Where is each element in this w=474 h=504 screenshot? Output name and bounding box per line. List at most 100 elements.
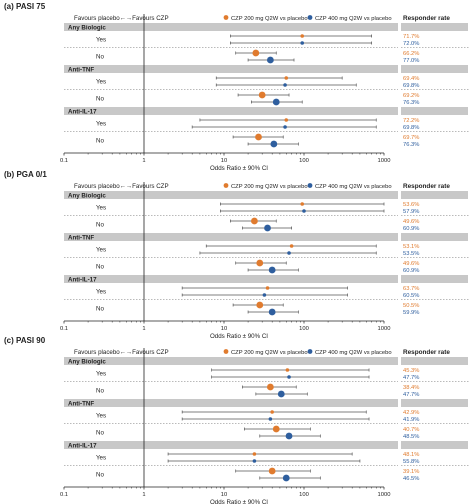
estimate-czp200: [284, 76, 289, 80]
responder-rate-czp400: 59.9%: [403, 310, 419, 316]
x-axis-label: Odds Ratio ± 90% CI: [210, 165, 268, 172]
group-label: Any Biologic: [68, 24, 106, 31]
estimate-czp200: [256, 301, 264, 309]
legend-czp200-label: CZP 200 mg Q2W vs placebo: [231, 350, 308, 356]
group-band: [64, 441, 398, 449]
row-label: No: [96, 306, 104, 313]
estimate-czp200: [289, 244, 294, 248]
estimate-czp200: [266, 383, 274, 391]
legend-czp400-marker: [307, 183, 313, 188]
estimate-czp400: [252, 459, 257, 463]
legend-czp200-marker: [223, 15, 229, 20]
estimate-czp200: [300, 34, 305, 38]
group-band-rate: [401, 275, 468, 283]
estimate-czp400: [268, 266, 276, 274]
legend-czp200-label: CZP 200 mg Q2W vs placebo: [231, 184, 308, 190]
x-tick-label: 1: [142, 158, 145, 164]
responder-rate-czp400: 76.3%: [403, 142, 419, 148]
favours-label: Favours placebo←→Favours CZP: [74, 15, 169, 22]
responder-rate-czp400: 69.8%: [403, 125, 419, 131]
estimate-czp200: [252, 452, 257, 456]
responder-rate-czp400: 69.8%: [403, 83, 419, 89]
group-band: [64, 107, 398, 115]
responder-rate-czp400: 77.0%: [403, 58, 419, 64]
legend-czp400-label: CZP 400 mg Q2W vs placebo: [315, 184, 392, 190]
group-band-rate: [401, 441, 468, 449]
responder-rate-header: Responder rate: [403, 15, 450, 22]
estimate-czp200: [255, 133, 262, 141]
estimate-czp400: [262, 293, 267, 297]
x-tick-label: 1000: [378, 326, 391, 332]
responder-rate-czp200: 53.1%: [403, 244, 419, 250]
group-label: Anti-TNF: [68, 400, 94, 407]
responder-rate-czp200: 66.2%: [403, 51, 419, 57]
responder-rate-czp200: 63.7%: [403, 286, 419, 292]
responder-rate-czp200: 39.1%: [403, 469, 419, 475]
x-tick-label: 10: [221, 158, 227, 164]
estimate-czp200: [265, 286, 270, 290]
estimate-czp400: [283, 83, 287, 87]
estimate-czp400: [283, 125, 287, 129]
row-label: No: [96, 96, 104, 103]
estimate-czp400: [270, 140, 278, 148]
favours-label: Favours placebo←→Favours CZP: [74, 183, 169, 190]
responder-rate-czp400: 55.8%: [403, 459, 419, 465]
responder-rate-czp400: 48.5%: [403, 434, 419, 440]
group-label: Anti-IL-17: [68, 276, 97, 283]
responder-rate-czp400: 60.9%: [403, 268, 419, 274]
row-label: Yes: [96, 37, 106, 44]
estimate-czp400: [268, 308, 276, 316]
estimate-czp200: [300, 202, 305, 206]
responder-rate-czp400: 72.0%: [403, 41, 419, 47]
row-label: No: [96, 388, 104, 395]
responder-rate-czp200: 53.6%: [403, 202, 419, 208]
responder-rate-czp200: 49.6%: [403, 219, 419, 225]
estimate-czp400: [282, 474, 290, 482]
responder-rate-czp400: 57.9%: [403, 209, 419, 215]
estimate-czp200: [252, 49, 260, 57]
x-tick-label: 10: [221, 492, 227, 498]
group-label: Any Biologic: [68, 358, 106, 365]
responder-rate-czp200: 50.5%: [403, 303, 419, 309]
row-label: Yes: [96, 371, 106, 378]
estimate-czp200: [251, 217, 258, 225]
row-label: No: [96, 138, 104, 145]
x-tick-label: 100: [299, 158, 309, 164]
responder-rate-czp200: 49.6%: [403, 261, 419, 267]
row-label: Yes: [96, 79, 106, 86]
x-tick-label: 0.1: [60, 492, 68, 498]
legend-czp400-label: CZP 400 mg Q2W vs placebo: [315, 350, 392, 356]
row-label: Yes: [96, 121, 106, 128]
estimate-czp400: [287, 375, 291, 379]
estimate-czp400: [302, 209, 306, 213]
row-label: Yes: [96, 205, 106, 212]
row-label: No: [96, 264, 104, 271]
x-tick-label: 10: [221, 326, 227, 332]
group-band-rate: [401, 65, 468, 73]
responder-rate-czp200: 48.1%: [403, 452, 419, 458]
row-label: Yes: [96, 413, 106, 420]
estimate-czp400: [268, 417, 273, 421]
group-band: [64, 191, 398, 199]
responder-rate-czp200: 38.4%: [403, 385, 419, 391]
estimate-czp200: [256, 259, 264, 267]
group-band-rate: [401, 233, 468, 241]
legend-czp400-label: CZP 400 mg Q2W vs placebo: [315, 16, 392, 22]
responder-rate-czp200: 40.7%: [403, 427, 419, 433]
group-label: Anti-TNF: [68, 234, 94, 241]
group-band-rate: [401, 399, 468, 407]
legend-czp200-label: CZP 200 mg Q2W vs placebo: [231, 16, 308, 22]
group-band-rate: [401, 107, 468, 115]
responder-rate-czp200: 45.3%: [403, 368, 419, 374]
responder-rate-czp200: 71.7%: [403, 34, 419, 40]
legend-czp200-marker: [223, 349, 229, 354]
row-label: No: [96, 54, 104, 61]
x-axis-label: Odds Ratio ± 90% CI: [210, 333, 268, 340]
responder-rate-czp400: 53.5%: [403, 251, 419, 257]
x-tick-label: 100: [299, 492, 309, 498]
x-axis-label: Odds Ratio ± 90% CI: [210, 499, 268, 504]
panel-title: (b) PGA 0/1: [4, 170, 47, 179]
responder-rate-czp400: 60.9%: [403, 226, 419, 232]
x-tick-label: 1: [142, 492, 145, 498]
